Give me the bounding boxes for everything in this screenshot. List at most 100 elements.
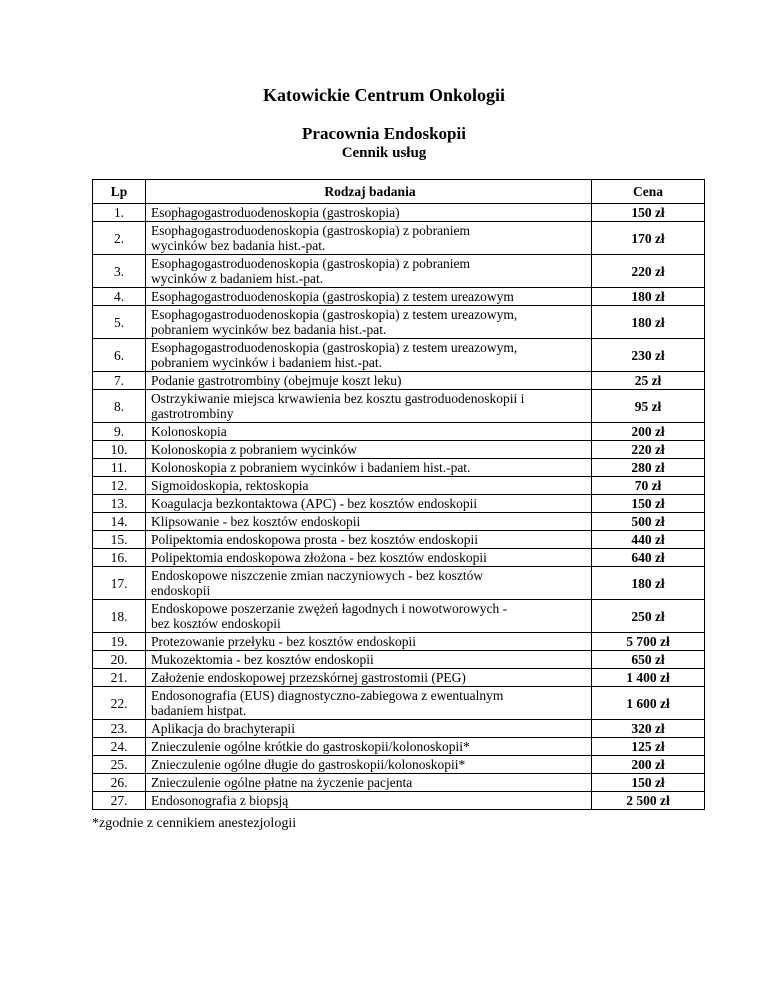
row-number: 4. (92, 287, 146, 306)
procedure-name: Klipsowanie - bez kosztów endoskopii (145, 512, 592, 531)
price-table: Lp Rodzaj badania Cena 1. Esophagogastro… (92, 179, 705, 810)
procedure-name: Kolonoskopia (145, 422, 592, 441)
row-number: 15. (92, 530, 146, 549)
procedure-name: Esophagogastroduodenoskopia (gastroskopi… (145, 203, 592, 222)
procedure-price: 150 zł (591, 773, 705, 792)
procedure-price: 2 500 zł (591, 791, 705, 810)
table-row: 26. Znieczulenie ogólne płatne na życzen… (92, 773, 705, 792)
procedure-name: Esophagogastroduodenoskopia (gastroskopi… (145, 221, 592, 255)
table-row: 8. Ostrzykiwanie miejsca krwawienia bez … (92, 389, 705, 423)
table-row: 24. Znieczulenie ogólne krótkie do gastr… (92, 737, 705, 756)
table-row: 7. Podanie gastrotrombiny (obejmuje kosz… (92, 371, 705, 390)
procedure-price: 500 zł (591, 512, 705, 531)
procedure-name: Endosonografia z biopsją (145, 791, 592, 810)
procedure-price: 280 zł (591, 458, 705, 477)
table-row: 4. Esophagogastroduodenoskopia (gastrosk… (92, 287, 705, 306)
procedure-name: Endosonografia (EUS) diagnostyczno-zabie… (145, 686, 592, 720)
procedure-price: 25 zł (591, 371, 705, 390)
table-row: 3. Esophagogastroduodenoskopia (gastrosk… (92, 254, 705, 288)
procedure-price: 220 zł (591, 440, 705, 459)
row-number: 9. (92, 422, 146, 441)
procedure-name: Esophagogastroduodenoskopia (gastroskopi… (145, 305, 592, 339)
table-row: 9. Kolonoskopia 200 zł (92, 422, 705, 441)
document-subtitle: Pracownia Endoskopii (302, 124, 466, 143)
table-row: 10. Kolonoskopia z pobraniem wycinków 22… (92, 440, 705, 459)
row-number: 11. (92, 458, 146, 477)
row-number: 5. (92, 305, 146, 339)
procedure-price: 250 zł (591, 599, 705, 633)
procedure-name: Endoskopowe niszczenie zmian naczyniowyc… (145, 566, 592, 600)
procedure-name: Protezowanie przełyku - bez kosztów endo… (145, 632, 592, 651)
table-row: 17. Endoskopowe niszczenie zmian naczyni… (92, 566, 705, 600)
procedure-name: Polipektomia endoskopowa prosta - bez ko… (145, 530, 592, 549)
row-number: 17. (92, 566, 146, 600)
procedure-name: Znieczulenie ogólne płatne na życzenie p… (145, 773, 592, 792)
procedure-price: 1 600 zł (591, 686, 705, 720)
column-header-lp: Lp (92, 179, 146, 204)
table-row: 22. Endosonografia (EUS) diagnostyczno-z… (92, 686, 705, 720)
row-number: 24. (92, 737, 146, 756)
row-number: 16. (92, 548, 146, 567)
row-number: 26. (92, 773, 146, 792)
row-number: 19. (92, 632, 146, 651)
row-number: 25. (92, 755, 146, 774)
procedure-price: 230 zł (591, 338, 705, 372)
procedure-price: 440 zł (591, 530, 705, 549)
table-row: 25. Znieczulenie ogólne długie do gastro… (92, 755, 705, 774)
document-page: Katowickie Centrum Onkologii Pracownia E… (92, 85, 705, 831)
table-row: 18. Endoskopowe poszerzanie zwężeń łagod… (92, 599, 705, 633)
table-row: 14. Klipsowanie - bez kosztów endoskopii… (92, 512, 705, 531)
column-header-rodzaj-badania: Rodzaj badania (145, 179, 592, 204)
row-number: 6. (92, 338, 146, 372)
row-number: 2. (92, 221, 146, 255)
procedure-name: Kolonoskopia z pobraniem wycinków i bada… (145, 458, 592, 477)
procedure-name: Sigmoidoskopia, rektoskopia (145, 476, 592, 495)
table-row: 2. Esophagogastroduodenoskopia (gastrosk… (92, 221, 705, 255)
table-row: 16. Polipektomia endoskopowa złożona - b… (92, 548, 705, 567)
procedure-name: Endoskopowe poszerzanie zwężeń łagodnych… (145, 599, 592, 633)
table-row: 12. Sigmoidoskopia, rektoskopia 70 zł (92, 476, 705, 495)
procedure-name: Esophagogastroduodenoskopia (gastroskopi… (145, 254, 592, 288)
row-number: 14. (92, 512, 146, 531)
table-row: 13. Koagulacja bezkontaktowa (APC) - bez… (92, 494, 705, 513)
price-table-body: 1. Esophagogastroduodenoskopia (gastrosk… (92, 203, 705, 810)
procedure-name: Znieczulenie ogólne krótkie do gastrosko… (145, 737, 592, 756)
procedure-price: 170 zł (591, 221, 705, 255)
row-number: 12. (92, 476, 146, 495)
procedure-price: 70 zł (591, 476, 705, 495)
table-row: 11. Kolonoskopia z pobraniem wycinków i … (92, 458, 705, 477)
procedure-price: 95 zł (591, 389, 705, 423)
footnote: *zgodnie z cennikiem anestezjologii (92, 816, 297, 831)
procedure-name: Założenie endoskopowej przezskórnej gast… (145, 668, 592, 687)
table-row: 1. Esophagogastroduodenoskopia (gastrosk… (92, 203, 705, 222)
table-row: 21. Założenie endoskopowej przezskórnej … (92, 668, 705, 687)
procedure-name: Ostrzykiwanie miejsca krwawienia bez kos… (145, 389, 592, 423)
procedure-price: 650 zł (591, 650, 705, 669)
table-row: 23. Aplikacja do brachyterapii 320 zł (92, 719, 705, 738)
price-list-heading: Cennik usług (341, 145, 427, 161)
procedure-price: 200 zł (591, 755, 705, 774)
procedure-price: 200 zł (591, 422, 705, 441)
procedure-price: 180 zł (591, 566, 705, 600)
table-header-row: Lp Rodzaj badania Cena (92, 179, 705, 204)
procedure-price: 5 700 zł (591, 632, 705, 651)
table-row: 20. Mukozektomia - bez kosztów endoskopi… (92, 650, 705, 669)
procedure-price: 125 zł (591, 737, 705, 756)
procedure-name: Mukozektomia - bez kosztów endoskopii (145, 650, 592, 669)
procedure-price: 180 zł (591, 305, 705, 339)
row-number: 22. (92, 686, 146, 720)
procedure-price: 150 zł (591, 203, 705, 222)
procedure-name: Znieczulenie ogólne długie do gastroskop… (145, 755, 592, 774)
row-number: 13. (92, 494, 146, 513)
procedure-price: 320 zł (591, 719, 705, 738)
column-header-cena: Cena (591, 179, 705, 204)
procedure-name: Aplikacja do brachyterapii (145, 719, 592, 738)
row-number: 8. (92, 389, 146, 423)
row-number: 23. (92, 719, 146, 738)
row-number: 21. (92, 668, 146, 687)
procedure-name: Kolonoskopia z pobraniem wycinków (145, 440, 592, 459)
row-number: 10. (92, 440, 146, 459)
table-row: 6. Esophagogastroduodenoskopia (gastrosk… (92, 338, 705, 372)
procedure-name: Polipektomia endoskopowa złożona - bez k… (145, 548, 592, 567)
table-row: 5. Esophagogastroduodenoskopia (gastrosk… (92, 305, 705, 339)
